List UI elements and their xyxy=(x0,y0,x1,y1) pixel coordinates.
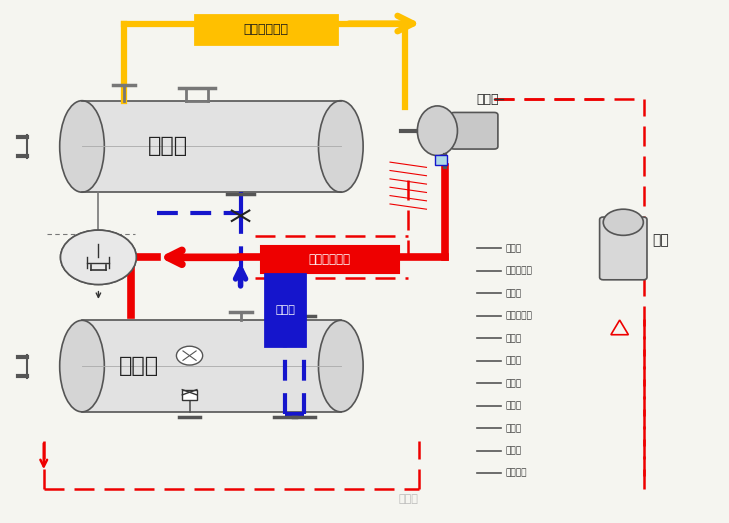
Text: 视液镜: 视液镜 xyxy=(505,379,521,388)
Text: 电磁阀: 电磁阀 xyxy=(505,401,521,411)
Text: 供液管: 供液管 xyxy=(275,305,295,315)
FancyBboxPatch shape xyxy=(261,246,399,273)
Text: 压缩机: 压缩机 xyxy=(476,93,499,106)
Text: 蒸发器: 蒸发器 xyxy=(147,137,188,156)
Text: 干燥过滤器: 干燥过滤器 xyxy=(505,266,532,276)
FancyBboxPatch shape xyxy=(451,112,498,149)
Text: 调节阀: 调节阀 xyxy=(505,244,521,253)
FancyBboxPatch shape xyxy=(599,217,647,280)
Circle shape xyxy=(176,346,203,365)
Ellipse shape xyxy=(319,320,363,412)
Bar xyxy=(435,155,447,165)
Text: 冷凝器: 冷凝器 xyxy=(118,356,159,376)
Ellipse shape xyxy=(60,100,104,192)
Text: 截止阀: 截止阀 xyxy=(505,356,521,366)
Text: 压缩机排气管: 压缩机排气管 xyxy=(309,253,351,266)
Bar xyxy=(339,253,361,262)
Bar xyxy=(82,320,340,412)
Circle shape xyxy=(61,230,136,285)
FancyBboxPatch shape xyxy=(195,15,337,44)
Circle shape xyxy=(61,230,136,285)
Text: 热力膨胀阀: 热力膨胀阀 xyxy=(505,311,532,321)
Text: 油泵: 油泵 xyxy=(652,234,669,247)
Ellipse shape xyxy=(603,209,643,235)
Bar xyxy=(82,101,340,192)
Ellipse shape xyxy=(319,100,363,192)
Text: 电磁阀: 电磁阀 xyxy=(505,446,521,456)
Bar xyxy=(182,390,197,400)
Ellipse shape xyxy=(417,106,458,156)
Text: 制冷剂管: 制冷剂管 xyxy=(505,469,526,478)
Text: 压缩机吸气管: 压缩机吸气管 xyxy=(243,24,289,36)
Text: 过滤器: 过滤器 xyxy=(505,289,521,298)
Text: 止回阀: 止回阀 xyxy=(505,334,521,343)
Text: 三通阀: 三通阀 xyxy=(505,424,521,433)
Text: 制冷网: 制冷网 xyxy=(398,494,418,505)
Ellipse shape xyxy=(60,320,104,412)
FancyBboxPatch shape xyxy=(265,274,305,346)
